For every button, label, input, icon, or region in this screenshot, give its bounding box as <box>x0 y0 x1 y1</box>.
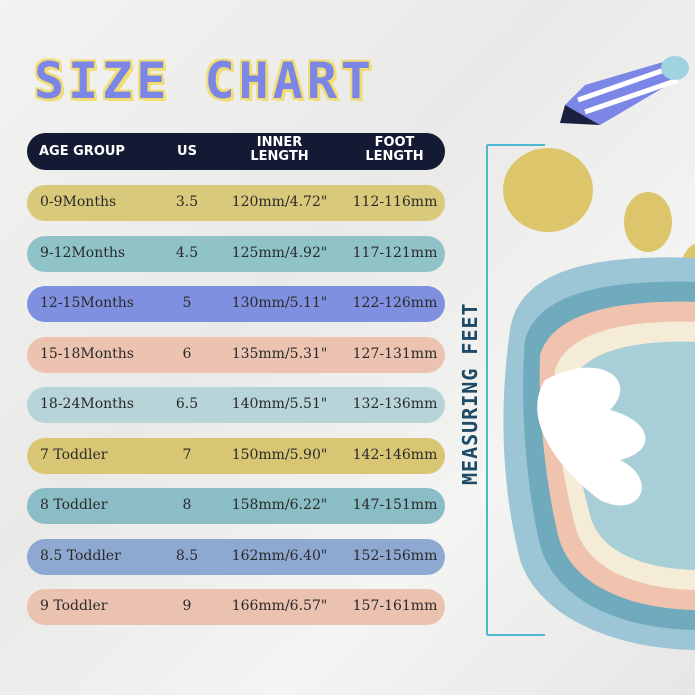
header-line: LENGTH <box>250 149 309 164</box>
table-header: AGE GROUP US INNER LENGTH FOOT LENGTH <box>27 133 445 170</box>
header-us: US <box>177 144 197 159</box>
header-age-group: AGE GROUP <box>39 144 125 159</box>
inner-length-cell: 140mm/5.51" <box>231 396 328 412</box>
foot-length-cell: 122-126mm <box>352 295 438 311</box>
header-foot-length: FOOT LENGTH <box>347 136 442 164</box>
table-row: 12-15Months 5 130mm/5.11" 122-126mm <box>27 286 445 322</box>
us-size-cell: 3.5 <box>175 194 199 210</box>
age-group-cell: 0-9Months <box>40 194 117 210</box>
measuring-feet-label: MEASURING FEET <box>458 302 482 485</box>
us-size-cell: 7 <box>182 446 192 463</box>
page-title: SIZE CHART <box>34 52 376 110</box>
us-size-cell: 9 <box>182 598 192 614</box>
foot-length-cell: 142-146mm <box>352 446 438 463</box>
age-group-cell: 15-18Months <box>40 345 134 362</box>
table-row: 9 Toddler 9 166mm/6.57" 157-161mm <box>27 589 445 625</box>
table-row: 7 Toddler 7 150mm/5.90" 142-146mm <box>27 437 445 474</box>
inner-length-cell: 125mm/4.92" <box>231 244 328 261</box>
age-group-cell: 9 Toddler <box>40 598 108 614</box>
table-row: 0-9Months 3.5 120mm/4.72" 112-116mm <box>27 185 445 221</box>
foot-length-cell: 112-116mm <box>352 194 438 210</box>
ruler-lines <box>486 144 545 636</box>
age-group-cell: 8.5 Toddler <box>40 547 121 564</box>
foot-length-cell: 127-131mm <box>352 345 438 362</box>
foot-length-cell: 157-161mm <box>352 598 438 614</box>
us-size-cell: 8 <box>182 497 192 513</box>
foot-illustration <box>486 56 695 650</box>
footprint <box>537 367 646 506</box>
us-size-cell: 5 <box>182 295 192 311</box>
us-size-cell: 8.5 <box>175 547 199 564</box>
age-group-cell: 8 Toddler <box>40 497 108 513</box>
age-group-cell: 18-24Months <box>40 396 134 412</box>
inner-length-cell: 162mm/6.40" <box>231 547 328 564</box>
inner-length-cell: 158mm/6.22" <box>231 497 328 513</box>
foot-length-cell: 132-136mm <box>352 396 438 412</box>
pencil-icon <box>560 56 689 125</box>
header-line: FOOT <box>374 135 415 150</box>
us-size-cell: 6 <box>182 345 192 362</box>
us-size-cell: 6.5 <box>175 396 199 412</box>
table-row: 9-12Months 4.5 125mm/4.92" 117-121mm <box>27 235 445 272</box>
age-group-cell: 12-15Months <box>40 295 134 311</box>
toe <box>624 192 672 252</box>
big-toe <box>503 148 593 232</box>
header-line: INNER <box>256 135 303 150</box>
header-inner-length: INNER LENGTH <box>232 136 327 164</box>
inner-length-cell: 150mm/5.90" <box>231 446 328 463</box>
table-row: 8 Toddler 8 158mm/6.22" 147-151mm <box>27 488 445 524</box>
inner-length-cell: 120mm/4.72" <box>231 194 328 210</box>
us-size-cell: 4.5 <box>175 244 199 261</box>
header-line: LENGTH <box>365 149 424 164</box>
table-row: 15-18Months 6 135mm/5.31" 127-131mm <box>27 336 445 373</box>
foot-length-cell: 117-121mm <box>352 244 438 261</box>
age-group-cell: 9-12Months <box>40 244 126 261</box>
inner-length-cell: 135mm/5.31" <box>231 345 328 362</box>
inner-length-cell: 166mm/6.57" <box>231 598 328 614</box>
foot-length-cell: 152-156mm <box>352 547 438 564</box>
age-group-cell: 7 Toddler <box>40 446 108 463</box>
table-row: 18-24Months 6.5 140mm/5.51" 132-136mm <box>27 387 445 423</box>
foot-length-cell: 147-151mm <box>352 497 438 513</box>
table-row: 8.5 Toddler 8.5 162mm/6.40" 152-156mm <box>27 538 445 575</box>
inner-length-cell: 130mm/5.11" <box>231 295 328 311</box>
